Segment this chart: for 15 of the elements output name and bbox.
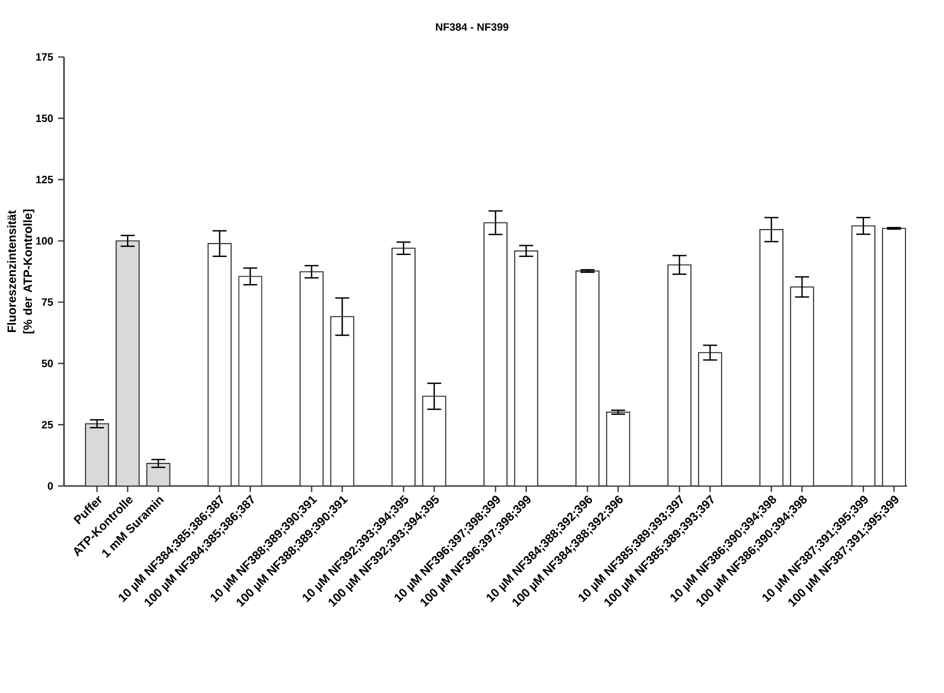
bar [698, 352, 722, 486]
y-axis-title: Fluoreszenzintensität [% der ATP-Kontrolle] [7, 210, 34, 334]
chart-title: NF384 - NF399 [436, 23, 508, 31]
bar [392, 248, 416, 486]
y-tick-label: 75 [42, 298, 53, 306]
y-tick-label: 25 [42, 420, 53, 428]
y-tick-label: 175 [36, 53, 53, 61]
bar [84, 423, 110, 486]
y-tick-label: 125 [36, 176, 53, 184]
bar [238, 276, 262, 486]
y-tick-label: 50 [42, 360, 53, 368]
bar [882, 228, 906, 486]
y-tick-label: 0 [48, 482, 53, 490]
y-tick-label: 100 [36, 237, 53, 245]
y-tick-label: 150 [36, 114, 53, 122]
